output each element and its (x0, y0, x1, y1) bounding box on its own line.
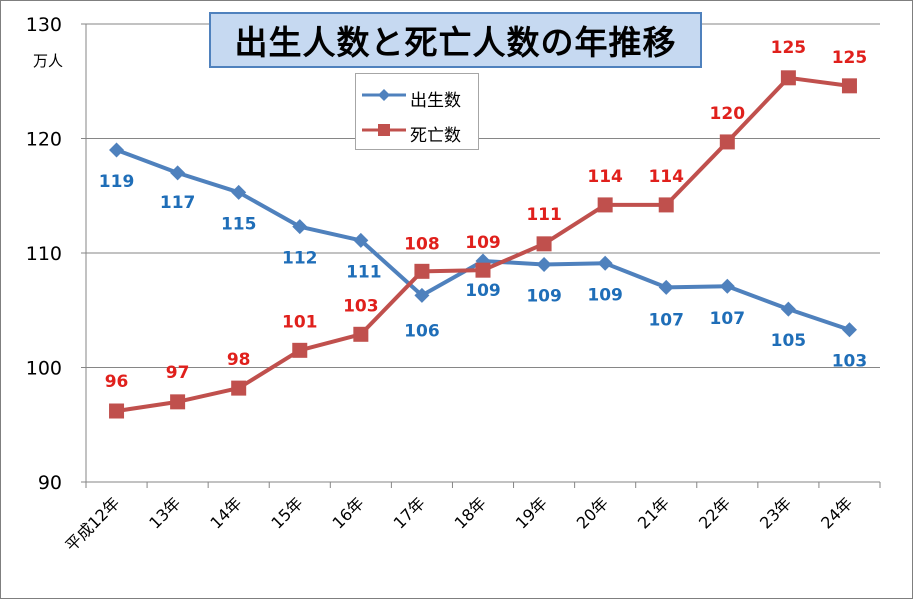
y-tick-label: 90 (38, 472, 62, 494)
data-label-births: 106 (404, 321, 440, 341)
data-label-deaths: 108 (404, 234, 440, 254)
data-point-deaths (536, 236, 552, 252)
data-label-deaths: 109 (465, 233, 501, 253)
data-point-deaths (231, 380, 247, 396)
data-point-deaths (170, 394, 186, 410)
data-label-births: 109 (526, 286, 562, 306)
x-tick-label: 21年 (634, 493, 673, 532)
data-point-deaths (780, 70, 796, 86)
data-label-births: 117 (160, 193, 196, 213)
series (109, 70, 857, 419)
y-axis-tick-labels: 90 100 110 120 130 (26, 14, 62, 494)
data-label-births: 109 (587, 285, 623, 305)
data-point-births (231, 184, 247, 200)
data-label-deaths: 125 (832, 48, 868, 68)
y-tick-label: 120 (26, 129, 62, 151)
data-point-births (109, 142, 125, 158)
x-tick-label: 20年 (573, 493, 612, 532)
data-label-deaths: 114 (648, 167, 684, 187)
data-label-births: 105 (771, 331, 807, 351)
y-tick-label: 110 (26, 243, 62, 265)
x-tick-label: 18年 (451, 493, 490, 532)
data-point-deaths (475, 262, 491, 278)
data-label-births: 111 (346, 262, 382, 282)
legend-label-deaths: 死亡数 (410, 126, 461, 146)
data-label-births: 107 (710, 309, 746, 329)
data-label-deaths: 114 (587, 167, 623, 187)
data-label-deaths: 98 (227, 350, 251, 370)
data-point-births (658, 279, 674, 295)
y-tick-label: 100 (26, 358, 62, 380)
data-label-deaths: 120 (710, 104, 746, 124)
data-label-births: 112 (282, 249, 318, 269)
data-point-births (353, 232, 369, 248)
legend-swatch-deaths (362, 124, 406, 136)
legend-swatch-births (362, 89, 406, 101)
axes (81, 23, 881, 488)
data-point-births (292, 219, 308, 235)
legend-label-births: 出生数 (410, 91, 461, 111)
data-label-deaths: 101 (282, 312, 318, 332)
data-point-births (719, 278, 735, 294)
x-axis-tick-labels: 平成12年 13年 14年 15年 16年 17年 18年 19年 20年 21年 22年 23年 24… (62, 493, 857, 555)
x-tick-label: 14年 (206, 493, 245, 532)
data-point-births (414, 287, 430, 303)
data-point-deaths (658, 197, 674, 213)
x-tick-label: 平成12年 (62, 493, 124, 555)
legend: 出生数 死亡数 (355, 73, 479, 150)
data-point-deaths (292, 342, 308, 358)
data-point-deaths (414, 263, 430, 279)
data-label-deaths: 103 (343, 296, 379, 316)
x-tick-label: 19年 (512, 493, 551, 532)
data-point-births (597, 255, 613, 271)
data-label-deaths: 111 (526, 205, 562, 225)
data-label-births: 119 (99, 172, 135, 192)
x-tick-label: 17年 (390, 493, 429, 532)
x-tick-label: 23年 (756, 493, 795, 532)
gridlines (86, 23, 880, 368)
data-point-deaths (719, 134, 735, 150)
data-point-deaths (353, 326, 369, 342)
data-point-births (536, 256, 552, 272)
data-point-deaths (109, 403, 125, 419)
data-label-deaths: 96 (105, 372, 129, 392)
chart-title: 出生人数と死亡人数の年推移 (209, 12, 702, 68)
data-labels: 119 117 115 112 111 106 109 109 109 107 107 105 103 9… (99, 38, 867, 392)
data-label-deaths: 97 (166, 363, 190, 383)
data-point-births (841, 322, 857, 338)
data-point-births (170, 165, 186, 181)
x-tick-label: 16年 (329, 493, 368, 532)
x-tick-label: 24年 (817, 493, 856, 532)
data-point-deaths (597, 197, 613, 213)
x-tick-label: 15年 (267, 493, 306, 532)
data-label-births: 109 (465, 281, 501, 301)
data-label-births: 115 (221, 214, 257, 234)
data-point-deaths (841, 78, 857, 94)
y-axis-unit-label: 万人 (33, 52, 64, 70)
x-tick-label: 22年 (695, 493, 734, 532)
y-tick-label: 130 (26, 14, 62, 36)
data-point-births (780, 301, 796, 317)
data-label-deaths: 125 (771, 38, 807, 58)
data-label-births: 103 (832, 352, 868, 372)
legend-item-deaths: 死亡数 (356, 117, 480, 146)
x-tick-label: 13年 (145, 493, 184, 532)
data-label-births: 107 (648, 310, 684, 330)
legend-item-births: 出生数 (356, 82, 480, 111)
